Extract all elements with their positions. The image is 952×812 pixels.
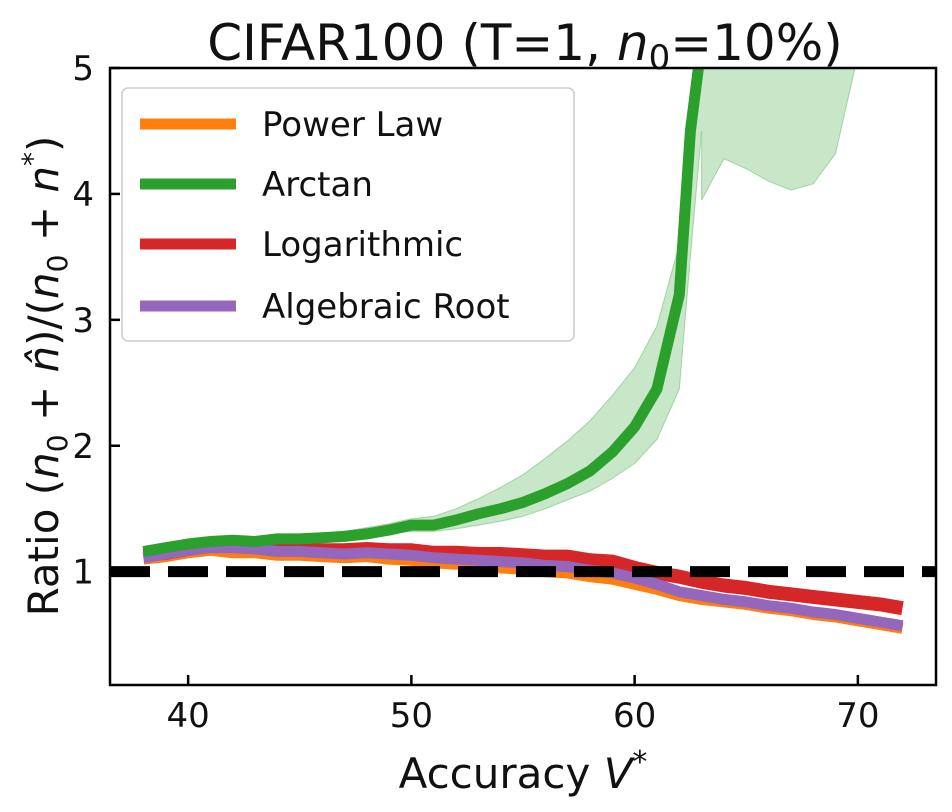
ylabel-end: ) <box>19 136 68 152</box>
ylabel-prefix: Ratio ( <box>19 479 68 617</box>
ylabel-v3: n <box>19 272 68 299</box>
legend-label-power-law: Power Law <box>262 105 443 145</box>
axis-ticks: 40 50 60 70 1 2 3 4 5 <box>72 49 879 736</box>
legend-label-algebraic-root: Algebraic Root <box>262 287 510 327</box>
ylabel-v2: n̂ <box>19 346 68 373</box>
ylabel-v4: n <box>19 166 68 193</box>
plot-area <box>110 68 936 634</box>
title-suffix: =10%) <box>670 14 843 72</box>
xlabel-var: V <box>604 749 636 798</box>
y-tick-label: 4 <box>72 175 94 215</box>
ylabel-s1: 0 <box>41 434 74 452</box>
ylabel-mid3: + <box>19 193 68 255</box>
axes-frame <box>108 66 938 687</box>
series-line-algebraic-root <box>142 542 904 632</box>
y-axis-label: Ratio (n0 + n̂)/(n0 + n*) <box>16 136 74 617</box>
legend-box <box>121 87 575 342</box>
ylabel-s3: 0 <box>41 254 74 272</box>
series-line-arctan <box>142 68 704 557</box>
title-sub: 0 <box>649 38 671 78</box>
x-axis-label: Accuracy V* <box>399 745 648 798</box>
chart-title: CIFAR100 (T=1, n0=10%) <box>207 14 843 78</box>
title-prefix: CIFAR100 (T=1, <box>207 14 617 72</box>
y-tick-label: 1 <box>72 553 94 593</box>
ylabel-v1: n <box>19 452 68 479</box>
legend-label-arctan: Arctan <box>262 165 373 205</box>
y-tick-label: 5 <box>72 49 94 89</box>
x-tick-label: 70 <box>836 696 879 736</box>
x-tick-label: 50 <box>390 696 433 736</box>
ylabel-mid2: )/( <box>19 299 68 346</box>
x-tick-label: 40 <box>167 696 210 736</box>
y-tick-label: 2 <box>72 427 94 467</box>
legend: Power Law Arctan Logarithmic Algebraic R… <box>121 87 575 342</box>
ylabel-mid1: + <box>19 372 68 434</box>
y-tick-label: 3 <box>72 301 94 341</box>
xlabel-text: Accuracy <box>399 749 604 798</box>
ylabel-sup4: * <box>16 152 49 166</box>
legend-label-logarithmic: Logarithmic <box>262 225 463 265</box>
xlabel-sup: * <box>632 745 647 780</box>
x-tick-label: 60 <box>613 696 656 736</box>
title-var: n <box>617 14 649 72</box>
